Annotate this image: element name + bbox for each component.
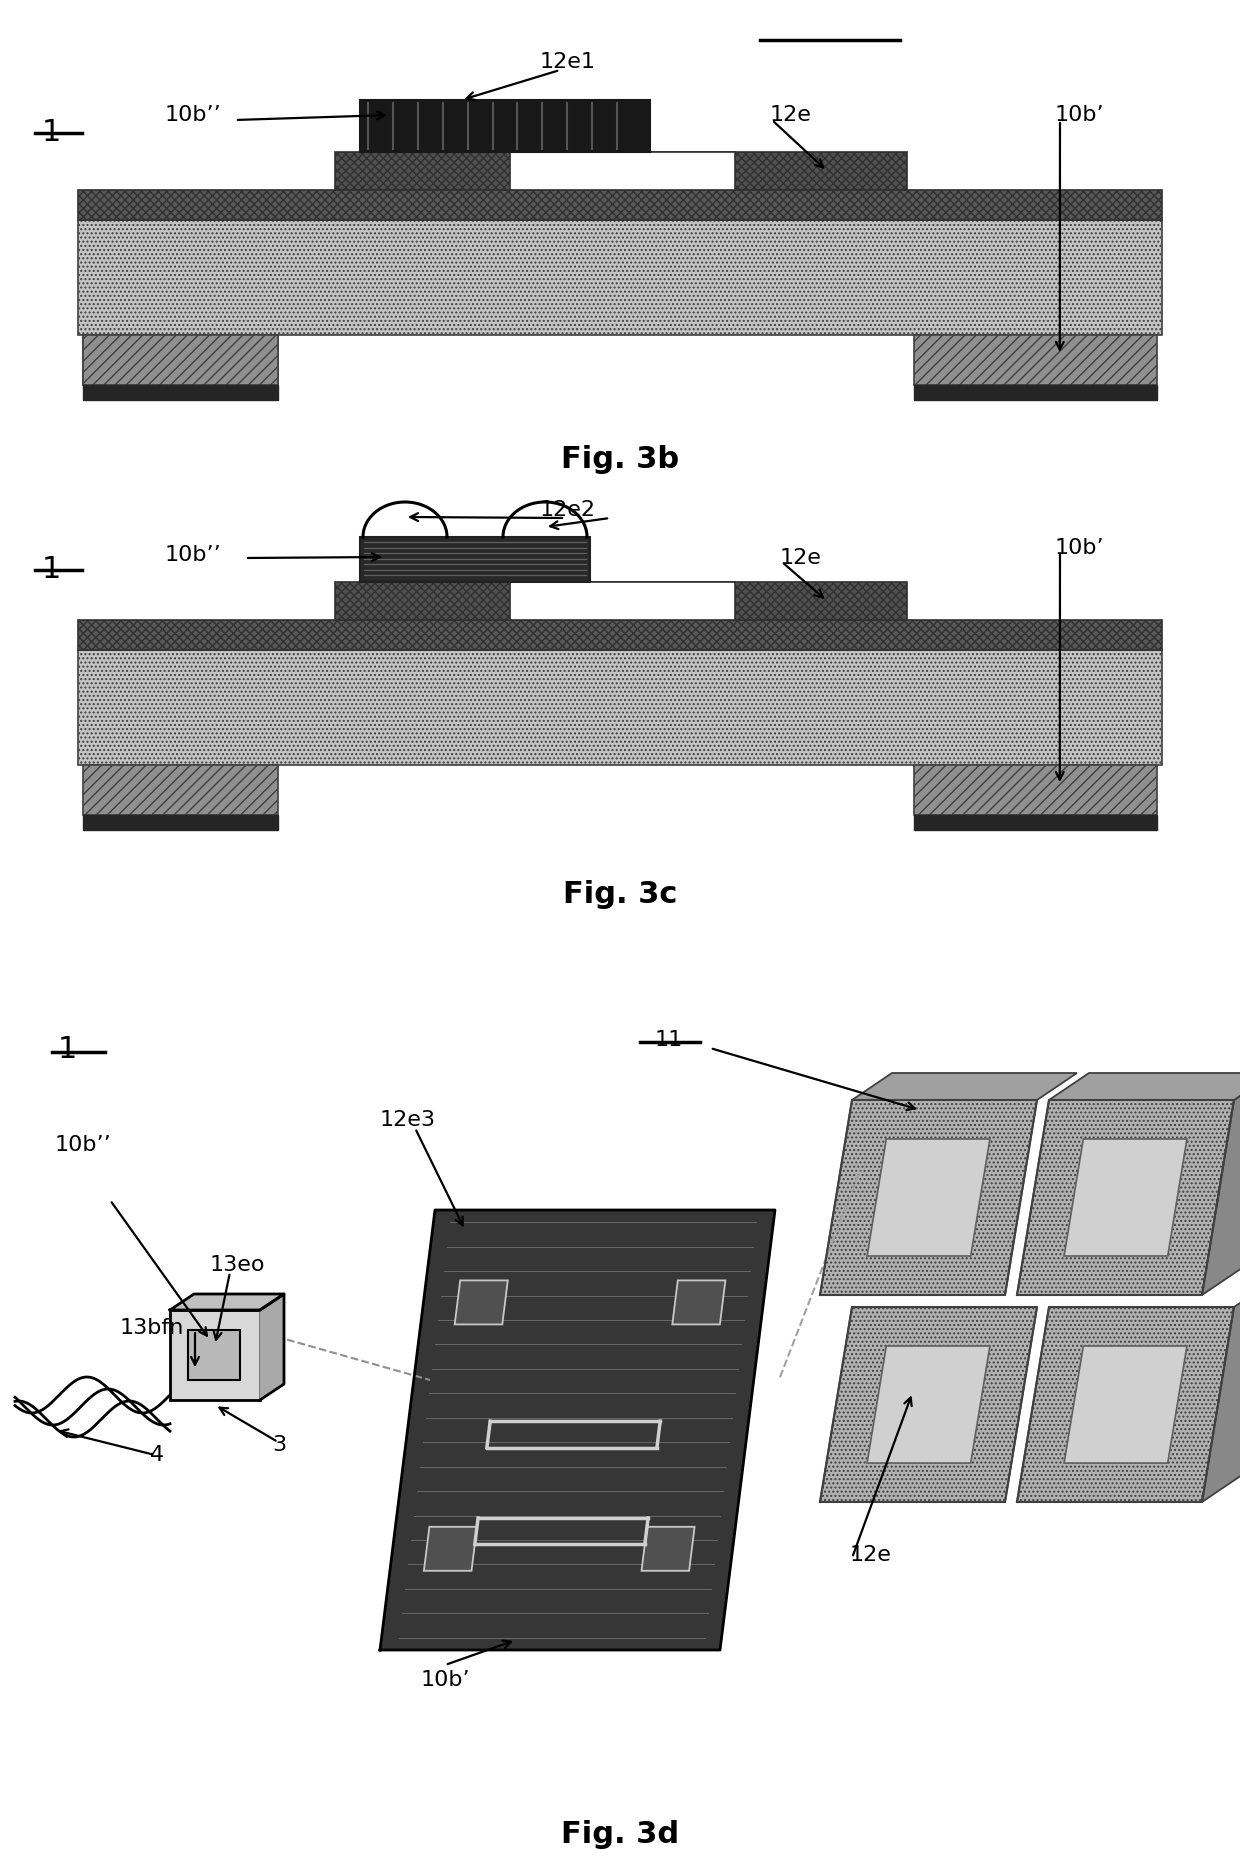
Text: 10b’’: 10b’’ [165,545,222,566]
Polygon shape [1049,1073,1240,1099]
Polygon shape [820,1307,1037,1502]
Polygon shape [379,1210,775,1650]
Polygon shape [1017,1307,1234,1502]
Polygon shape [1064,1347,1187,1463]
Bar [510,583,735,620]
Bar [360,99,650,152]
Text: 12e3: 12e3 [379,1111,436,1129]
Text: 13eo: 13eo [210,1255,265,1276]
Bar [83,764,278,815]
Polygon shape [424,1526,477,1571]
Bar [170,1309,260,1399]
Text: 11: 11 [655,1030,683,1051]
Text: 10b’: 10b’ [1055,105,1105,125]
Bar [78,650,1162,764]
Bar [360,538,590,583]
Text: 12e: 12e [780,549,822,568]
Bar [188,1330,241,1380]
Bar [914,815,1157,830]
Polygon shape [170,1294,284,1309]
Bar [83,335,278,386]
Bar [78,189,1162,219]
Polygon shape [260,1294,284,1399]
Text: 1: 1 [42,554,61,584]
Bar [510,152,735,189]
Text: Fig. 3c: Fig. 3c [563,880,677,908]
Text: 12e1: 12e1 [539,52,596,71]
Bar [335,152,906,189]
Text: 13bfn: 13bfn [120,1319,185,1337]
Text: 4: 4 [150,1444,164,1465]
Polygon shape [641,1526,694,1571]
Text: 12e: 12e [849,1545,892,1566]
Bar [78,219,1162,335]
Bar [78,620,1162,650]
Text: Fig. 3d: Fig. 3d [560,1821,680,1849]
Bar [914,335,1157,386]
Text: 10b’: 10b’ [420,1671,470,1689]
Polygon shape [1202,1073,1240,1294]
Bar [83,335,278,386]
Bar [335,583,906,620]
Text: 12e2: 12e2 [539,500,596,521]
Text: 1: 1 [58,1036,77,1064]
Polygon shape [1064,1139,1187,1257]
Polygon shape [1017,1099,1234,1294]
Text: 12e: 12e [770,105,812,125]
Text: 10b’’: 10b’’ [55,1135,112,1156]
Text: Fig. 3b: Fig. 3b [560,446,680,474]
Polygon shape [820,1099,1037,1294]
Polygon shape [1202,1279,1240,1502]
Text: 10b’’: 10b’’ [165,105,222,125]
Text: 1: 1 [42,118,61,146]
Polygon shape [672,1281,725,1324]
Bar [83,386,278,401]
Polygon shape [455,1281,508,1324]
Polygon shape [867,1347,990,1463]
Bar [914,764,1157,815]
Bar [83,815,278,830]
Bar [914,386,1157,401]
Polygon shape [852,1073,1078,1099]
Text: 3: 3 [272,1435,286,1455]
Text: 10b’: 10b’ [1055,538,1105,558]
Polygon shape [867,1139,990,1257]
